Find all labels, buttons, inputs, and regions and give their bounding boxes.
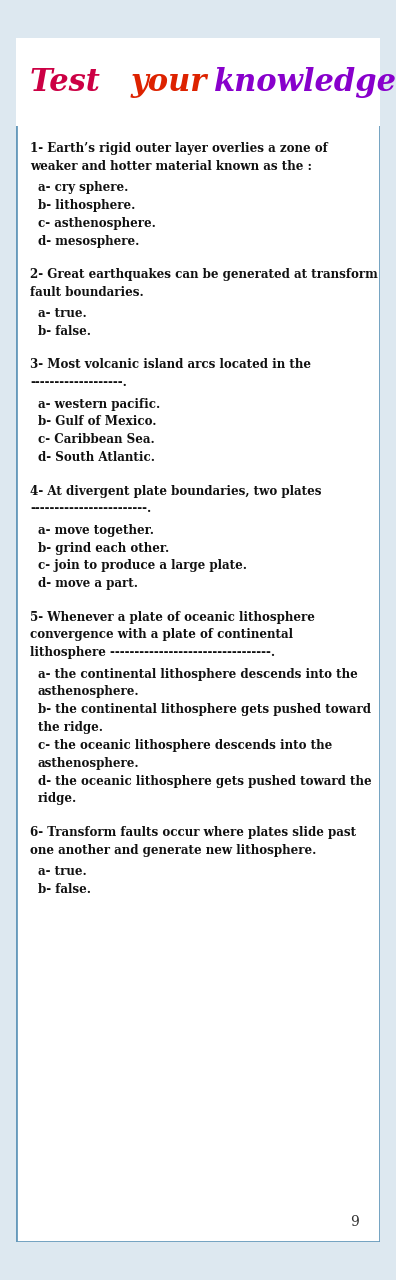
Text: a- cry sphere.: a- cry sphere.	[38, 180, 128, 195]
Text: b- lithosphere.: b- lithosphere.	[38, 198, 135, 212]
Text: 2- Great earthquakes can be generated at transform: 2- Great earthquakes can be generated at…	[30, 268, 378, 282]
Text: your: your	[131, 67, 217, 97]
Text: d- mesosphere.: d- mesosphere.	[38, 234, 139, 247]
Text: the ridge.: the ridge.	[38, 721, 103, 735]
FancyBboxPatch shape	[16, 38, 380, 127]
Text: lithosphere ---------------------------------.: lithosphere ----------------------------…	[30, 646, 276, 659]
Text: d- the oceanic lithosphere gets pushed toward the: d- the oceanic lithosphere gets pushed t…	[38, 774, 371, 787]
Text: a- true.: a- true.	[38, 307, 86, 320]
Text: -------------------.: -------------------.	[30, 376, 127, 389]
Text: 1- Earth’s rigid outer layer overlies a zone of: 1- Earth’s rigid outer layer overlies a …	[30, 142, 328, 155]
Text: asthenosphere.: asthenosphere.	[38, 686, 139, 699]
Text: d- move a part.: d- move a part.	[38, 577, 138, 590]
Text: weaker and hotter material known as the :: weaker and hotter material known as the …	[30, 160, 312, 173]
Text: c- join to produce a large plate.: c- join to produce a large plate.	[38, 559, 247, 572]
Text: b- Gulf of Mexico.: b- Gulf of Mexico.	[38, 416, 156, 429]
FancyBboxPatch shape	[16, 38, 380, 1242]
Text: a- the continental lithosphere descends into the: a- the continental lithosphere descends …	[38, 668, 358, 681]
Text: 9: 9	[350, 1215, 359, 1229]
Text: d- South Atlantic.: d- South Atlantic.	[38, 451, 155, 465]
Text: Test: Test	[30, 67, 111, 97]
Text: b- false.: b- false.	[38, 883, 91, 896]
Text: 6- Transform faults occur where plates slide past: 6- Transform faults occur where plates s…	[30, 826, 356, 838]
Text: c- Caribbean Sea.: c- Caribbean Sea.	[38, 434, 154, 447]
Text: ------------------------.: ------------------------.	[30, 502, 152, 516]
Text: a- true.: a- true.	[38, 865, 86, 878]
Text: 5- Whenever a plate of oceanic lithosphere: 5- Whenever a plate of oceanic lithosphe…	[30, 611, 315, 623]
Text: convergence with a plate of continental: convergence with a plate of continental	[30, 628, 293, 641]
Text: b- the continental lithosphere gets pushed toward: b- the continental lithosphere gets push…	[38, 703, 371, 717]
Text: ridge.: ridge.	[38, 792, 77, 805]
Text: a- western pacific.: a- western pacific.	[38, 398, 160, 411]
Text: b- grind each other.: b- grind each other.	[38, 541, 169, 554]
Text: c- the oceanic lithosphere descends into the: c- the oceanic lithosphere descends into…	[38, 739, 332, 751]
Text: one another and generate new lithosphere.: one another and generate new lithosphere…	[30, 844, 317, 856]
Text: b- false.: b- false.	[38, 325, 91, 338]
Text: a- move together.: a- move together.	[38, 524, 154, 536]
Text: knowledge: knowledge	[214, 67, 396, 97]
Text: c- asthenosphere.: c- asthenosphere.	[38, 216, 156, 229]
Text: fault boundaries.: fault boundaries.	[30, 285, 144, 298]
Text: 3- Most volcanic island arcs located in the: 3- Most volcanic island arcs located in …	[30, 358, 311, 371]
Text: asthenosphere.: asthenosphere.	[38, 756, 139, 769]
Text: 4- At divergent plate boundaries, two plates: 4- At divergent plate boundaries, two pl…	[30, 485, 322, 498]
